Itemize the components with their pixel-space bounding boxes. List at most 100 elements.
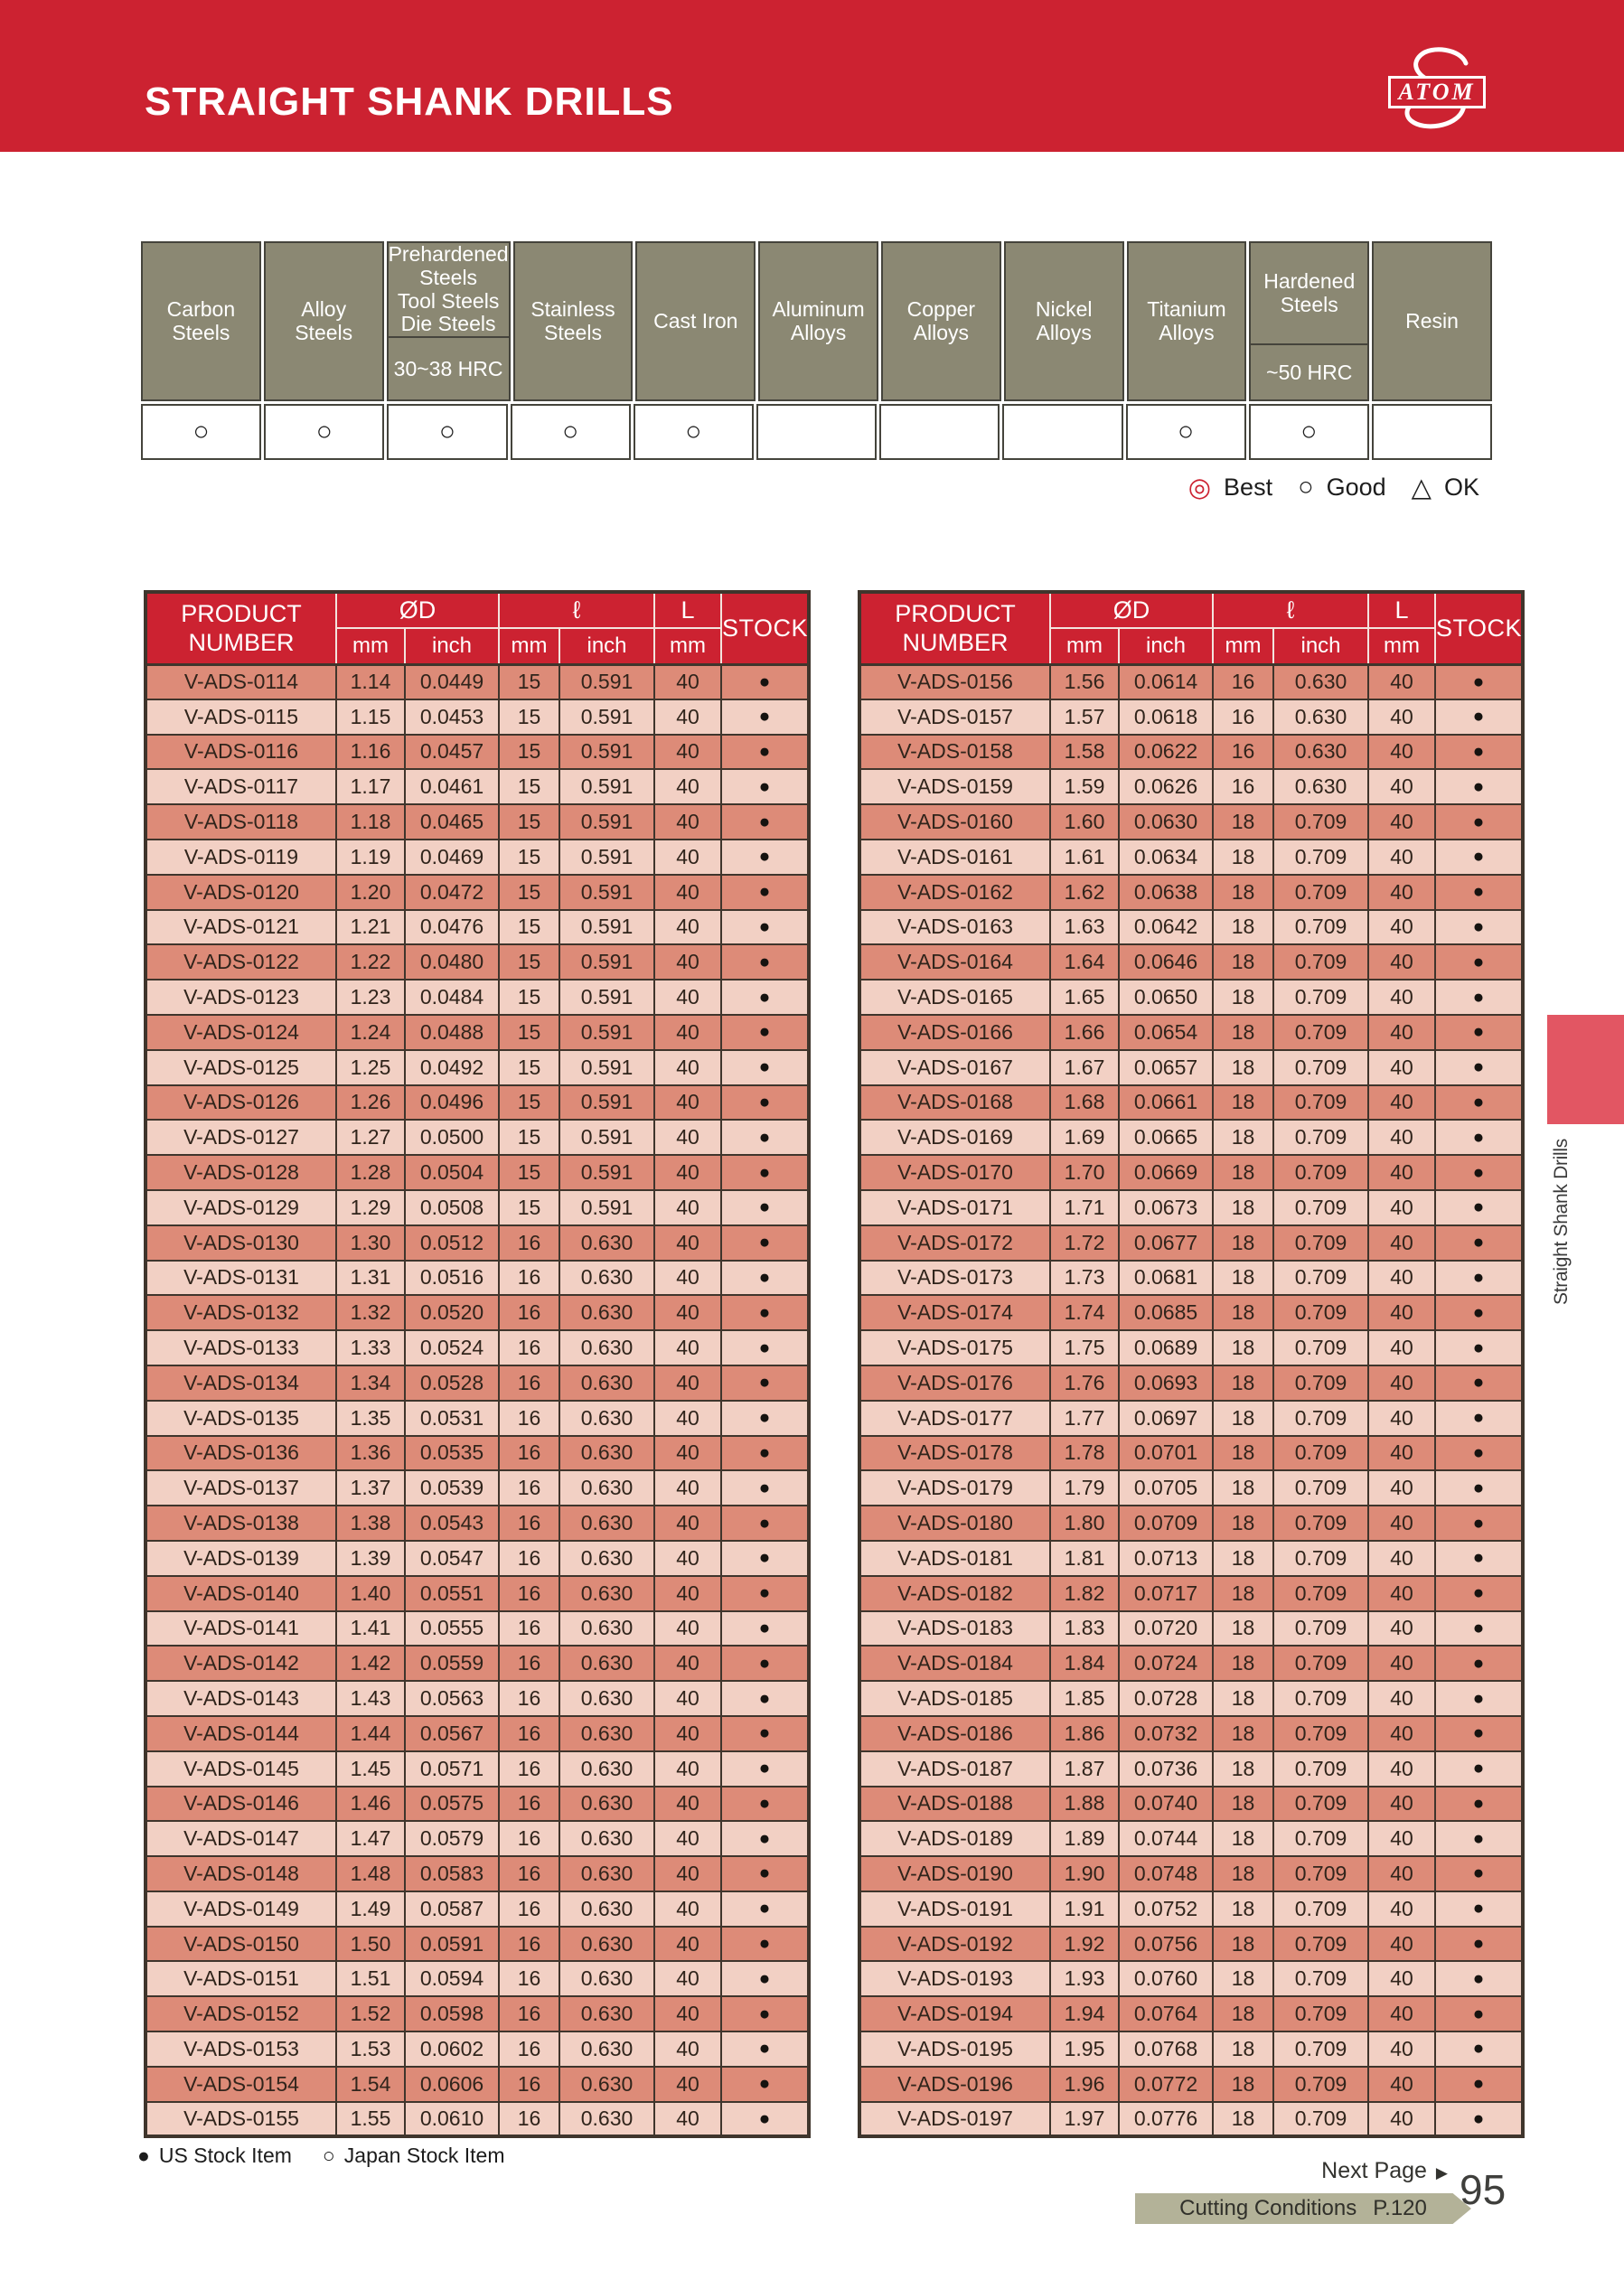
flute-mm-cell: 15 xyxy=(498,979,560,1016)
od-inch-cell: 0.0622 xyxy=(1118,733,1214,771)
oal-mm-cell: 40 xyxy=(1367,1785,1437,1823)
od-mm-cell: 1.35 xyxy=(335,1399,406,1437)
stock-cell: ● xyxy=(1434,1750,1525,1787)
oal-mm-cell: 40 xyxy=(1367,2031,1437,2068)
oal-mm-cell: 40 xyxy=(1367,1469,1437,1507)
od-mm-cell: 1.56 xyxy=(1049,663,1120,700)
flute-inch-cell: 0.630 xyxy=(558,2065,656,2103)
od-mm-cell: 1.50 xyxy=(335,1925,406,1963)
flute-inch-cell: 0.591 xyxy=(558,1154,656,1191)
od-inch-cell: 0.0528 xyxy=(404,1364,500,1402)
oal-mm-cell: 40 xyxy=(653,1469,723,1507)
od-mm-cell: 1.77 xyxy=(1049,1399,1120,1437)
od-mm-cell: 1.93 xyxy=(1049,1960,1120,1998)
product-number-cell: V-ADS-0161 xyxy=(859,838,1051,876)
od-mm-cell: 1.72 xyxy=(1049,1224,1120,1262)
product-row: V-ADS-0119 1.19 0.0469 15 0.591 40 ● xyxy=(145,838,811,876)
product-number-cell: V-ADS-0196 xyxy=(859,2065,1051,2103)
od-inch-cell: 0.0740 xyxy=(1118,1785,1214,1823)
flute-mm-cell: 16 xyxy=(498,1329,560,1366)
flute-inch-cell: 0.630 xyxy=(558,1434,656,1472)
stock-cell: ● xyxy=(720,1364,811,1402)
flute-inch-cell: 0.591 xyxy=(558,943,656,981)
od-mm-cell: 1.40 xyxy=(335,1574,406,1612)
flute-mm-cell: 18 xyxy=(1212,2100,1274,2138)
flute-mm-cell: 18 xyxy=(1212,838,1274,876)
product-number-cell: V-ADS-0195 xyxy=(859,2031,1051,2068)
flute-mm-cell: 18 xyxy=(1212,1119,1274,1157)
unit-header-inch: inch xyxy=(558,627,656,666)
flute-mm-cell: 18 xyxy=(1212,1399,1274,1437)
product-row: V-ADS-0140 1.40 0.0551 16 0.630 40 ● xyxy=(145,1574,811,1612)
ok-rating-icon: △ xyxy=(1411,474,1432,502)
od-mm-cell: 1.73 xyxy=(1049,1259,1120,1297)
flute-mm-cell: 16 xyxy=(498,1399,560,1437)
next-page-link[interactable]: Next Page ▶ xyxy=(1175,2158,1448,2184)
od-inch-cell: 0.0531 xyxy=(404,1399,500,1437)
stock-cell: ● xyxy=(720,1890,811,1928)
oal-mm-cell: 40 xyxy=(653,698,723,736)
flute-mm-cell: 18 xyxy=(1212,979,1274,1016)
flute-mm-cell: 16 xyxy=(498,1539,560,1577)
flute-mm-cell: 18 xyxy=(1212,2031,1274,2068)
oal-mm-cell: 40 xyxy=(653,1714,723,1752)
stock-cell: ● xyxy=(720,1574,811,1612)
material-column-titanium-alloys: Titanium Alloys xyxy=(1126,241,1247,401)
product-number-cell: V-ADS-0165 xyxy=(859,979,1051,1016)
flute-inch-cell: 0.709 xyxy=(1272,1714,1370,1752)
od-mm-cell: 1.45 xyxy=(335,1750,406,1787)
product-row: V-ADS-0163 1.63 0.0642 18 0.709 40 ● xyxy=(859,908,1525,946)
page-header-bar: STRAIGHT SHANK DRILLS ATOM xyxy=(0,0,1624,152)
stock-cell: ● xyxy=(720,1084,811,1121)
flute-mm-cell: 15 xyxy=(498,803,560,840)
flute-mm-cell: 18 xyxy=(1212,1154,1274,1191)
od-inch-cell: 0.0768 xyxy=(1118,2031,1214,2068)
product-number-cell: V-ADS-0193 xyxy=(859,1960,1051,1998)
oal-mm-cell: 40 xyxy=(1367,1609,1437,1647)
product-row: V-ADS-0149 1.49 0.0587 16 0.630 40 ● xyxy=(145,1890,811,1928)
oal-mm-cell: 40 xyxy=(653,873,723,911)
od-mm-cell: 1.22 xyxy=(335,943,406,981)
product-number-cell: V-ADS-0172 xyxy=(859,1224,1051,1262)
flute-mm-cell: 16 xyxy=(1212,768,1274,806)
product-number-cell: V-ADS-0181 xyxy=(859,1539,1051,1577)
od-inch-cell: 0.0748 xyxy=(1118,1855,1214,1892)
product-row: V-ADS-0157 1.57 0.0618 16 0.630 40 ● xyxy=(859,698,1525,736)
flute-mm-cell: 16 xyxy=(498,1960,560,1998)
od-inch-cell: 0.0563 xyxy=(404,1680,500,1717)
flute-inch-cell: 0.709 xyxy=(1272,1294,1370,1332)
oal-mm-cell: 40 xyxy=(1367,698,1437,736)
best-rating-icon: ◎ xyxy=(1187,474,1212,502)
product-number-cell: V-ADS-0158 xyxy=(859,733,1051,771)
cutting-conditions-link[interactable]: Cutting Conditions P.120 xyxy=(1135,2193,1471,2224)
stock-cell: ● xyxy=(720,1469,811,1507)
od-inch-cell: 0.0736 xyxy=(1118,1750,1214,1787)
stock-cell: ● xyxy=(720,1434,811,1472)
oal-mm-cell: 40 xyxy=(653,1539,723,1577)
product-row: V-ADS-0150 1.50 0.0591 16 0.630 40 ● xyxy=(145,1925,811,1963)
product-number-cell: V-ADS-0114 xyxy=(145,663,337,700)
flute-inch-cell: 0.591 xyxy=(558,663,656,700)
stock-cell: ● xyxy=(720,908,811,946)
product-number-cell: V-ADS-0154 xyxy=(145,2065,337,2103)
od-inch-cell: 0.0720 xyxy=(1118,1609,1214,1647)
material-column-carbon-steels: Carbon Steels xyxy=(141,241,261,401)
product-row: V-ADS-0132 1.32 0.0520 16 0.630 40 ● xyxy=(145,1294,811,1332)
product-row: V-ADS-0183 1.83 0.0720 18 0.709 40 ● xyxy=(859,1609,1525,1647)
od-mm-cell: 1.53 xyxy=(335,2031,406,2068)
flute-mm-cell: 15 xyxy=(498,908,560,946)
product-number-cell: V-ADS-0146 xyxy=(145,1785,337,1823)
od-inch-cell: 0.0756 xyxy=(1118,1925,1214,1963)
rating-cell-aluminum-alloys xyxy=(756,404,878,460)
od-mm-cell: 1.47 xyxy=(335,1820,406,1858)
product-row: V-ADS-0114 1.14 0.0449 15 0.591 40 ● xyxy=(145,663,811,700)
hardness-range-label: ~50 HRC xyxy=(1251,343,1368,399)
od-inch-cell: 0.0693 xyxy=(1118,1364,1214,1402)
flute-mm-cell: 16 xyxy=(1212,663,1274,700)
product-row: V-ADS-0190 1.90 0.0748 18 0.709 40 ● xyxy=(859,1855,1525,1892)
oal-mm-cell: 40 xyxy=(653,908,723,946)
product-number-cell: V-ADS-0173 xyxy=(859,1259,1051,1297)
product-row: V-ADS-0128 1.28 0.0504 15 0.591 40 ● xyxy=(145,1154,811,1191)
od-mm-cell: 1.15 xyxy=(335,698,406,736)
flute-mm-cell: 15 xyxy=(498,1188,560,1226)
